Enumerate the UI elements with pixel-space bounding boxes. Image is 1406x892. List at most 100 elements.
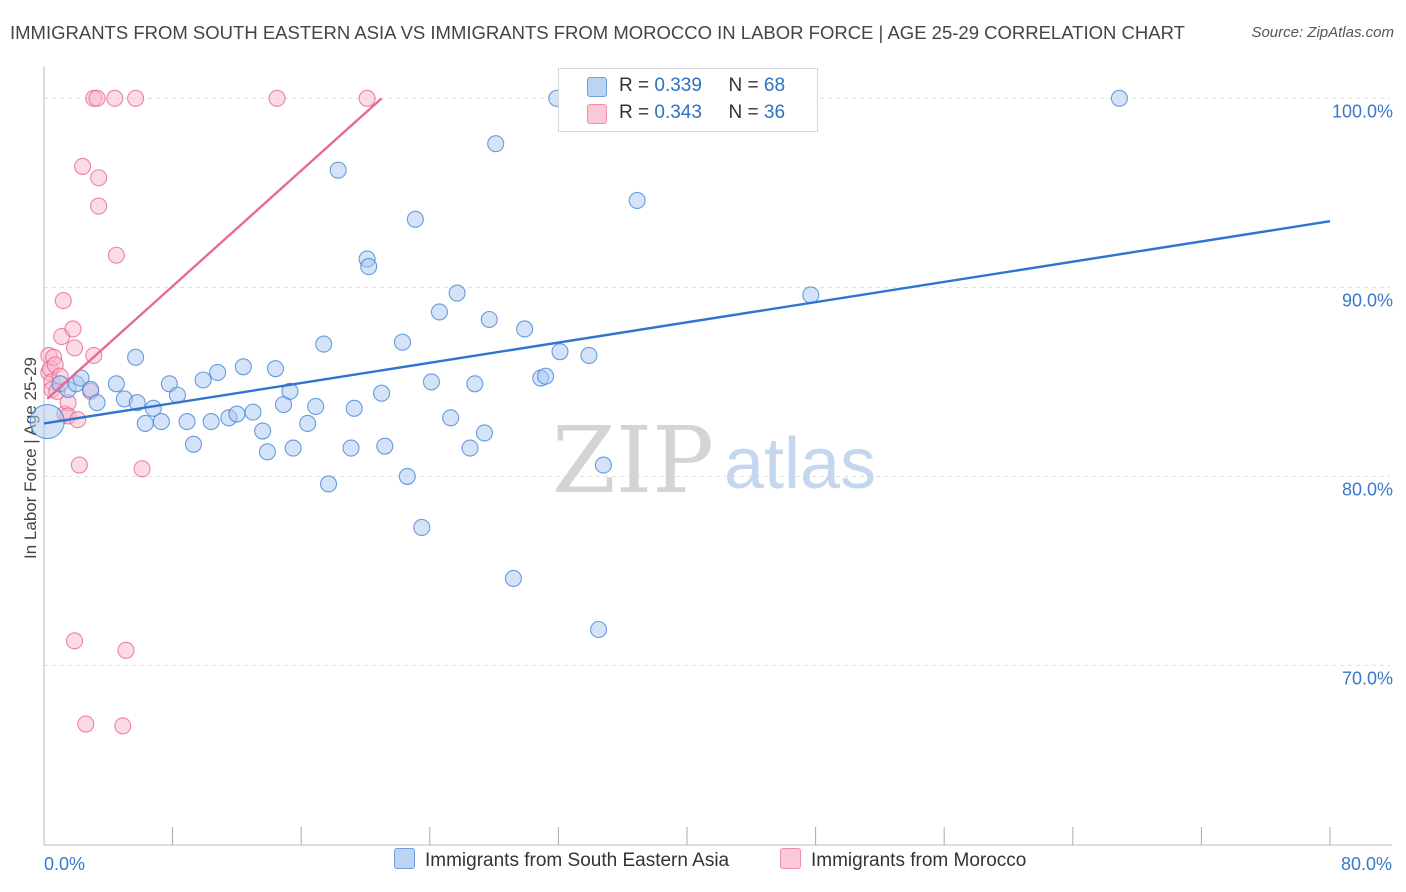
sea-point: [594, 456, 612, 474]
legend-r-label: R =: [619, 75, 650, 96]
tick-labels: 70.0% 80.0% 90.0% 100.0% 0.0% 80.0%: [44, 101, 1393, 874]
sea-point: [466, 375, 484, 393]
sea-point: [266, 360, 285, 378]
sea-point: [448, 284, 466, 302]
sea-point: [228, 405, 246, 423]
morocco-point: [133, 460, 151, 478]
sea-point: [29, 404, 65, 440]
morocco-point: [54, 292, 72, 310]
sea-point: [590, 620, 608, 639]
morocco-point: [77, 715, 95, 733]
sea-point: [281, 382, 299, 400]
sea-point: [319, 475, 338, 493]
sea-point: [504, 569, 522, 588]
legend-n-label: N =: [728, 75, 759, 96]
sea-point: [136, 414, 154, 433]
series-legend-pink: Immigrants from Morocco: [780, 848, 1026, 872]
legend-r-value: 0.343: [654, 102, 702, 123]
sea-point: [406, 210, 424, 228]
sea-point: [422, 373, 440, 391]
sea-point: [329, 161, 347, 179]
morocco-point: [70, 456, 88, 474]
y-tick-label: 70.0%: [1342, 668, 1393, 688]
sea-point: [184, 435, 203, 453]
sea-point: [430, 303, 448, 321]
sea-point: [202, 413, 220, 431]
legend-n-value: 36: [763, 102, 786, 123]
sea-point: [480, 310, 498, 329]
series-label-blue: Immigrants from South Eastern Asia: [425, 850, 730, 871]
sea-point: [580, 346, 598, 364]
sea-point: [516, 320, 534, 338]
sea-point: [802, 286, 820, 304]
sea-point: [234, 358, 252, 376]
sea-point: [209, 363, 227, 381]
legend-row-pink: R = 0.343 N = 36: [619, 102, 785, 128]
trend-lines: [43, 97, 1331, 425]
morocco-point: [90, 169, 108, 187]
sea-point: [628, 191, 646, 209]
legend-r-label: R =: [619, 102, 650, 123]
series-legend-blue: Immigrants from South Eastern Asia: [394, 848, 730, 872]
sea-point: [178, 413, 196, 431]
sea-point: [107, 375, 125, 393]
x-tick-label: 80.0%: [1341, 854, 1392, 874]
morocco-point: [106, 89, 124, 107]
sea-point: [551, 343, 569, 361]
sea-point: [284, 439, 302, 457]
sea-point: [194, 371, 212, 389]
sea-point: [373, 384, 391, 402]
morocco-points: [40, 89, 376, 735]
legend-r-value: 0.339: [654, 75, 702, 96]
source-credit: Source: ZipAtlas.com: [1251, 24, 1394, 41]
watermark-atlas: atlas: [724, 424, 876, 504]
morocco-point: [74, 157, 92, 175]
sea-point: [345, 399, 363, 417]
sea-point: [413, 518, 431, 536]
sea-point: [398, 467, 416, 485]
y-tick-label: 90.0%: [1342, 290, 1393, 310]
sea-point: [128, 394, 146, 412]
morocco-point: [268, 89, 286, 107]
morocco-point: [65, 632, 84, 650]
morocco-point: [107, 246, 125, 264]
sea-points: [29, 89, 1128, 639]
axes: [43, 66, 1392, 846]
sea-point: [88, 394, 106, 412]
morocco-point: [117, 641, 135, 659]
sea-point: [376, 437, 394, 455]
sea-trend-line: [43, 220, 1331, 425]
morocco-point: [65, 339, 84, 357]
morocco-point: [90, 197, 108, 215]
legend-n-label: N =: [728, 102, 759, 123]
y-tick-label: 80.0%: [1342, 479, 1393, 499]
x-tick-label: 0.0%: [44, 854, 85, 874]
series-swatch-blue: [394, 848, 415, 870]
chart-title: IMMIGRANTS FROM SOUTH EASTERN ASIA VS IM…: [10, 22, 1185, 43]
sea-point: [254, 422, 272, 440]
morocco-point: [358, 89, 376, 107]
sea-point: [461, 439, 479, 457]
legend-row-blue: R = 0.339 N = 68: [619, 75, 785, 101]
sea-point: [299, 414, 317, 433]
sea-point: [536, 367, 555, 385]
series-swatch-pink: [780, 848, 801, 870]
morocco-point: [88, 89, 106, 107]
legend-n-value: 68: [763, 75, 786, 96]
sea-point: [342, 439, 360, 457]
sea-point: [258, 443, 276, 461]
sea-point: [442, 409, 460, 427]
sea-point: [244, 403, 262, 421]
sea-point: [307, 397, 325, 416]
sea-point: [475, 424, 494, 442]
sea-point: [127, 348, 145, 366]
y-axis-label: In Labor Force | Age 25-29: [21, 357, 40, 559]
morocco-point: [127, 89, 145, 107]
sea-point: [1110, 89, 1128, 107]
sea-point: [487, 135, 505, 153]
legend-swatch-blue: [587, 77, 607, 97]
sea-point: [315, 335, 333, 353]
correlation-legend: R = 0.339 N = 68 R = 0.343 N = 36: [558, 68, 818, 132]
y-tick-label: 100.0%: [1332, 101, 1393, 121]
